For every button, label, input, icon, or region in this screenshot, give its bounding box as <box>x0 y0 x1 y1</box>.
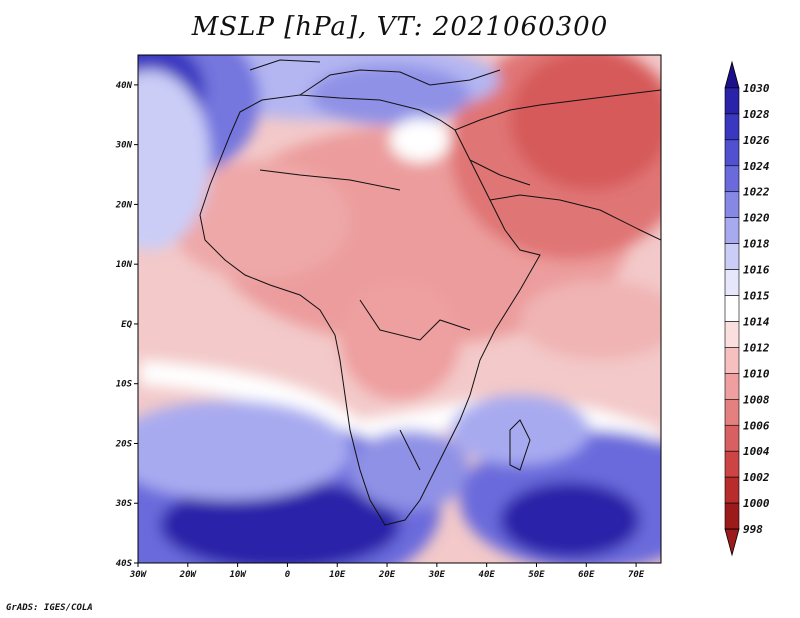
colorbar-label: 1002 <box>743 471 770 484</box>
colorbar-swatch <box>724 450 740 478</box>
lon-label: 10E <box>329 570 346 580</box>
lat-label: 30N <box>115 141 133 151</box>
colorbar-swatch <box>724 321 740 348</box>
lon-label: 60E <box>578 570 595 580</box>
credit-label: GrADS: IGES/COLA <box>6 603 93 613</box>
colorbar-swatch <box>724 165 740 193</box>
colorbar-swatch <box>724 139 740 167</box>
colorbar-label: 1008 <box>743 393 770 406</box>
colorbar-swatch <box>724 269 740 296</box>
lon-label: 10W <box>229 570 247 580</box>
lon-label: 40E <box>479 570 496 580</box>
map-title: MSLP [hPa], VT: 2021060300 <box>191 12 609 42</box>
lat-label: 10N <box>116 260 133 270</box>
lon-label: 30E <box>428 570 446 580</box>
colorbar-label: 1004 <box>743 445 770 458</box>
colorbar-swatch <box>724 295 740 322</box>
colorbar-label: 1022 <box>743 186 770 199</box>
colorbar-label: 1024 <box>743 160 770 173</box>
lon-label: 50E <box>528 570 545 580</box>
lat-label: 40N <box>116 81 133 91</box>
coastlines <box>199 59 661 526</box>
colorbar-swatch <box>724 373 740 400</box>
latitude-axis: 40N 30N 20N 10N EQ 10S 20S 30S 40S <box>115 81 138 569</box>
colorbar-label: 998 <box>743 523 763 536</box>
lat-label: 20N <box>115 200 133 210</box>
colorbar-swatch <box>724 424 740 452</box>
longitude-axis: 30W 20W 10W 0 10E 20E 30E 40E 50E 60E 70E <box>129 563 645 580</box>
colorbar-label: 1010 <box>743 367 770 380</box>
colorbar-swatch <box>724 502 740 530</box>
colorbar-label: 1015 <box>743 290 770 303</box>
lon-label: 30W <box>129 570 148 580</box>
colorbar-label: 1012 <box>743 341 770 354</box>
lon-label: 20W <box>179 570 198 580</box>
colorbar-label: 1000 <box>743 497 770 510</box>
colorbar-swatch <box>724 113 740 141</box>
lat-label: 30S <box>115 499 133 509</box>
map-frame <box>137 54 662 564</box>
lat-label: 10S <box>116 380 133 390</box>
lat-label: 40S <box>116 559 133 569</box>
colorbar-swatch <box>724 87 740 115</box>
colorbar-label: 1020 <box>743 212 770 225</box>
colorbar-label: 1016 <box>743 264 770 277</box>
lon-label: 0 <box>285 570 291 580</box>
lat-label: 20S <box>115 439 133 449</box>
colorbar-swatch <box>724 476 740 504</box>
colorbar-swatch <box>724 243 740 270</box>
colorbar-label: 1006 <box>743 419 770 432</box>
pressure-field <box>138 55 661 563</box>
colorbar-label: 1030 <box>743 82 770 95</box>
colorbar-label: 1026 <box>743 134 770 147</box>
colorbar-arrow-top <box>724 60 740 89</box>
colorbar-swatch <box>724 347 740 374</box>
colorbar-label: 1018 <box>743 238 770 251</box>
lon-label: 20E <box>378 570 396 580</box>
colorbar-swatch <box>724 191 740 218</box>
colorbar-label: 1028 <box>743 108 770 121</box>
colorbar-arrow-bottom <box>724 528 740 557</box>
lat-label: EQ <box>121 320 132 330</box>
colorbar: 1030 1028 1026 1024 1022 1020 1018 1016 1015 1014… <box>724 60 770 557</box>
colorbar-label: 1014 <box>743 315 770 328</box>
colorbar-swatch <box>724 399 740 426</box>
colorbar-swatch <box>724 217 740 244</box>
lon-label: 70E <box>628 570 645 580</box>
